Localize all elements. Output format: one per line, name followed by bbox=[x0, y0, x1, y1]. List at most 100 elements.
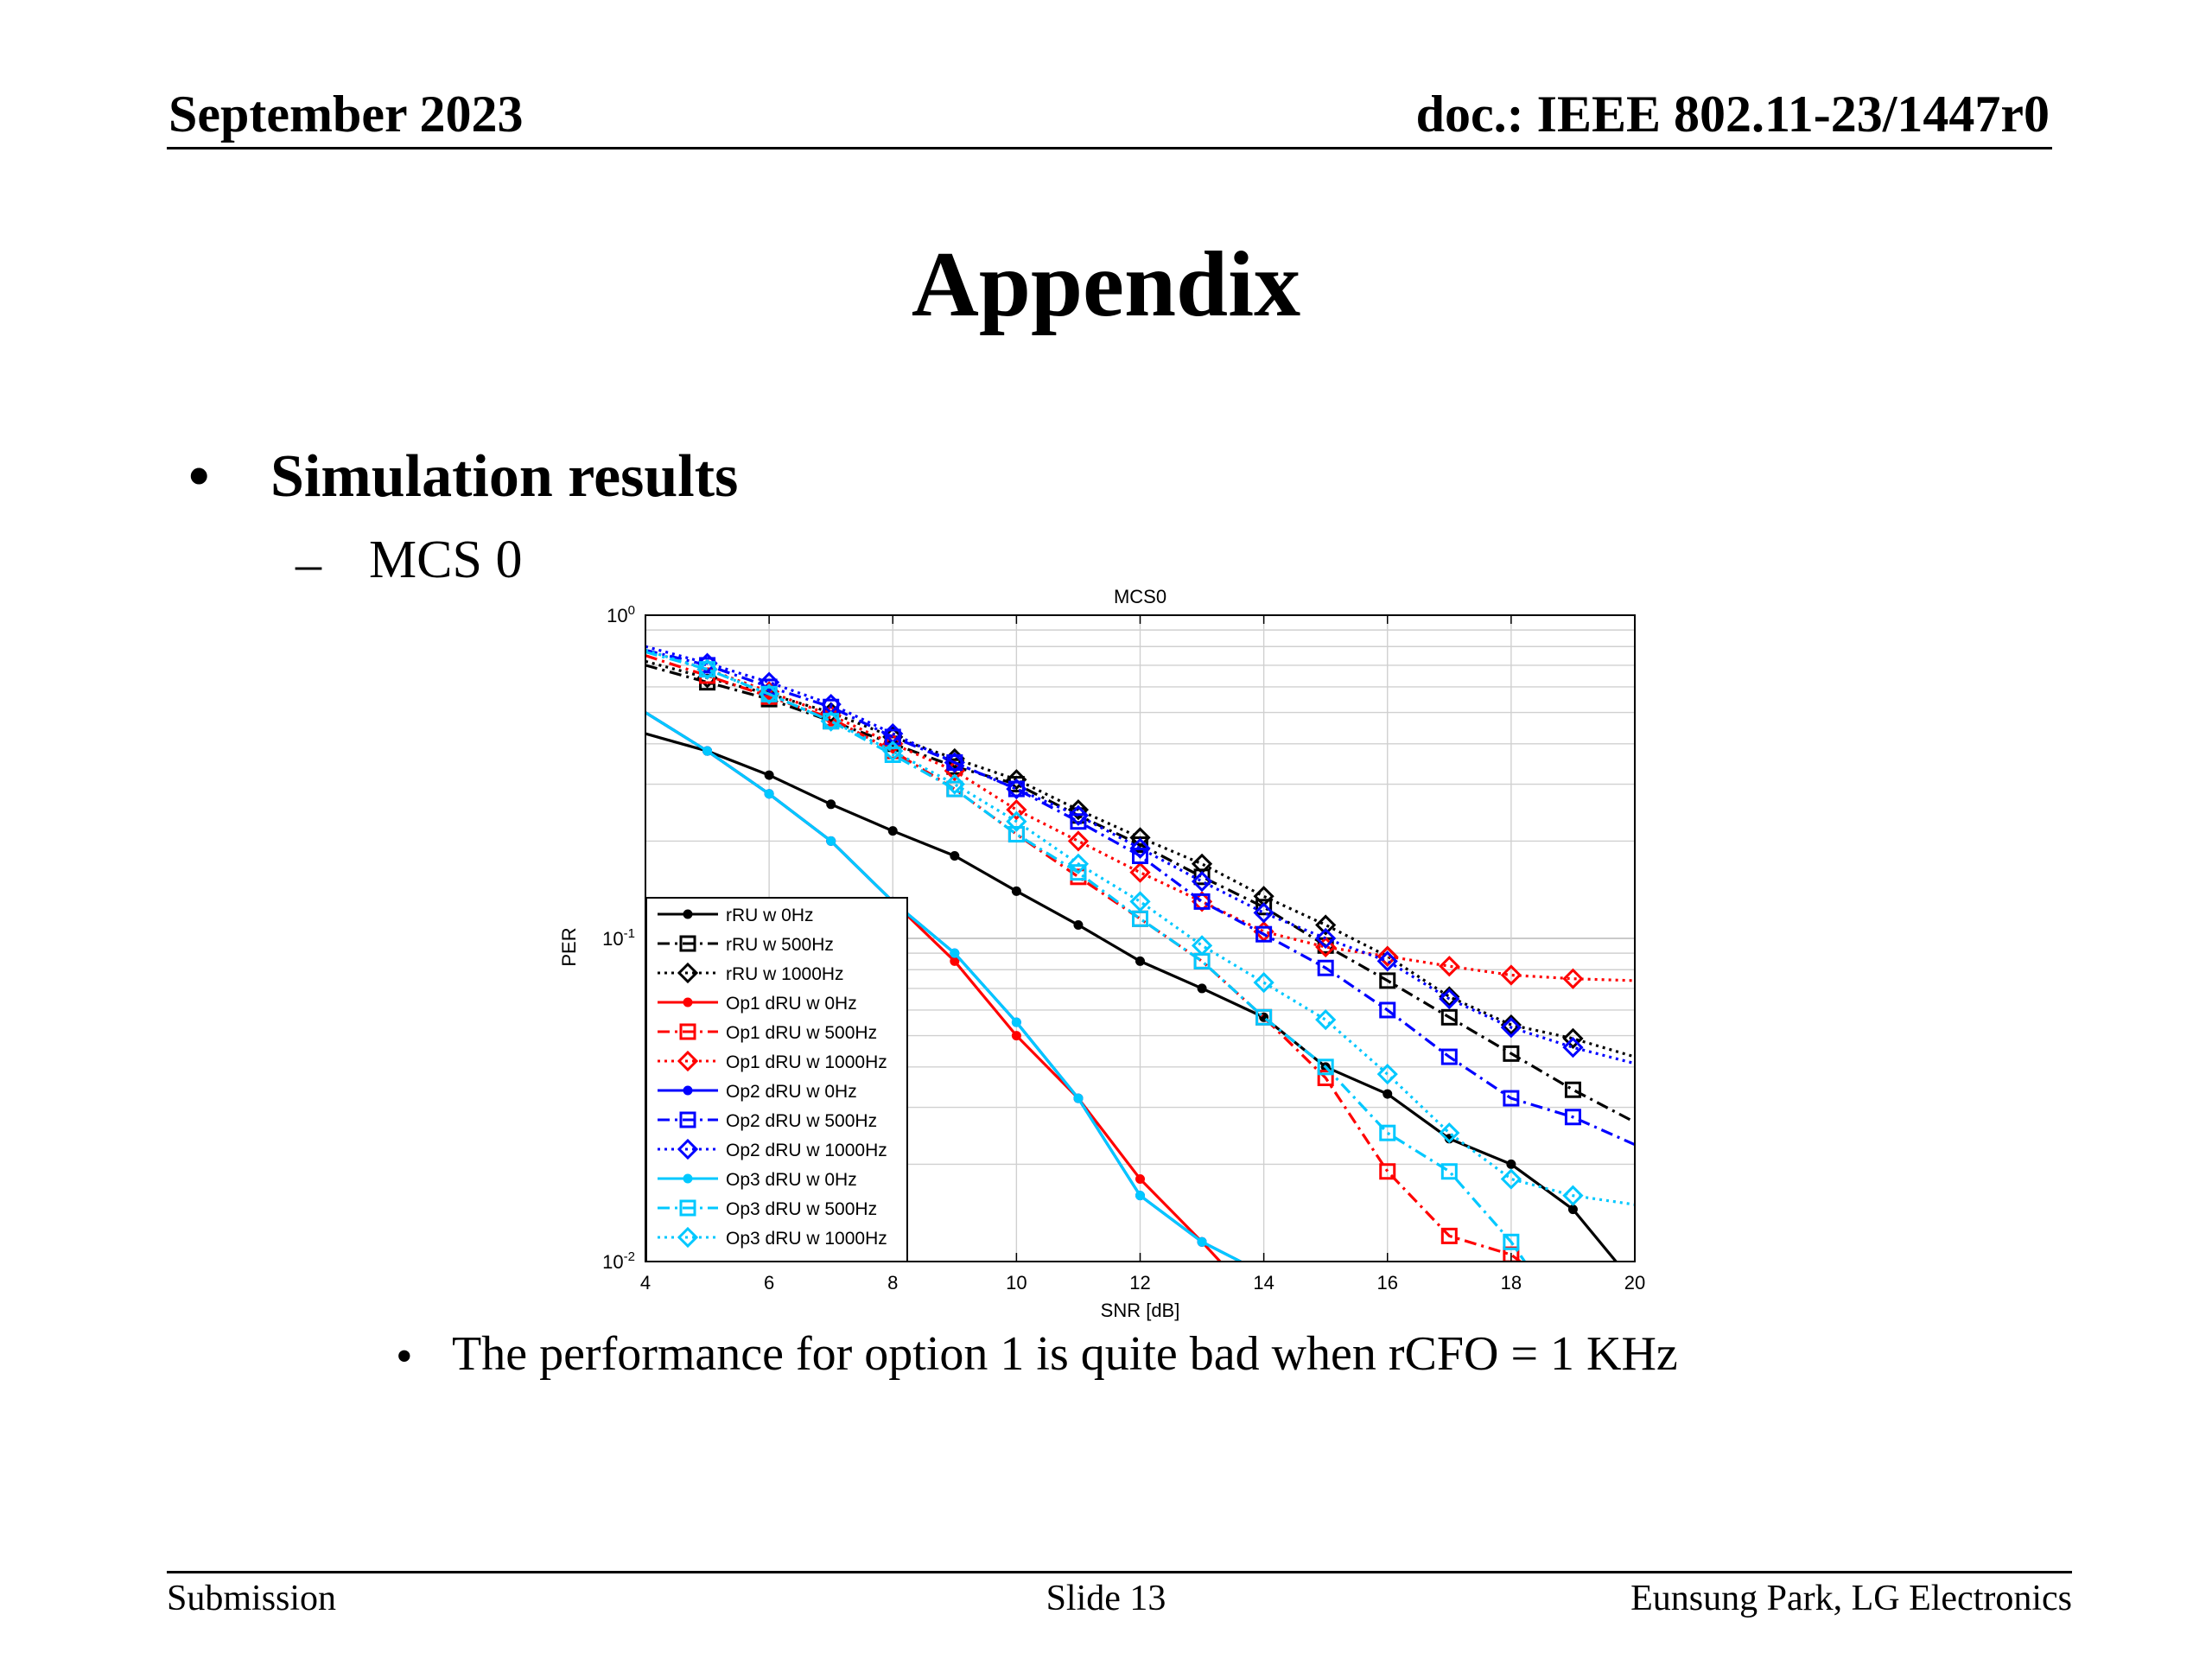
legend-label: Op3 dRU w 1000Hz bbox=[726, 1229, 887, 1249]
data-point bbox=[1193, 893, 1211, 910]
data-point bbox=[1439, 956, 1460, 977]
legend-item: Op1 dRU w 500Hz bbox=[658, 1023, 877, 1043]
data-point bbox=[1567, 1205, 1578, 1215]
data-point bbox=[1564, 1109, 1581, 1126]
data-point bbox=[1135, 956, 1145, 966]
data-point bbox=[1315, 927, 1337, 950]
legend: rRU w 0Hz rRU w 500Hz rRU w 1000Hz Op1 dRU … bbox=[645, 897, 908, 1262]
data-point bbox=[677, 1226, 699, 1249]
data-point bbox=[1135, 1174, 1145, 1185]
data-point bbox=[683, 1085, 693, 1096]
x-tick-label: 16 bbox=[1377, 1272, 1398, 1294]
data-point bbox=[1506, 1159, 1516, 1169]
data-point bbox=[1503, 1045, 1520, 1062]
footer-slide-number: Slide 13 bbox=[1046, 1579, 1166, 1618]
x-tick-label: 18 bbox=[1501, 1272, 1522, 1294]
data-point bbox=[1006, 810, 1027, 832]
data-point bbox=[677, 1050, 699, 1072]
data-point bbox=[764, 770, 774, 780]
x-tick-label: 12 bbox=[1129, 1272, 1150, 1294]
data-point bbox=[1500, 1014, 1522, 1036]
legend-item: Op2 dRU w 0Hz bbox=[658, 1082, 857, 1102]
y-axis-label: PER bbox=[558, 927, 580, 966]
data-point bbox=[1006, 778, 1027, 800]
data-point bbox=[1255, 1008, 1273, 1026]
header-doc-id: doc.: IEEE 802.11-23/1447r0 bbox=[1415, 86, 2050, 143]
bullet-simulation-results: Simulation results bbox=[270, 443, 739, 510]
series-12 bbox=[645, 648, 1635, 1206]
y-tick-label: 10-2 bbox=[602, 1249, 635, 1273]
data-point bbox=[1255, 925, 1273, 943]
x-tick-label: 4 bbox=[640, 1272, 651, 1294]
data-point bbox=[1440, 1163, 1458, 1180]
data-point bbox=[1197, 1236, 1207, 1247]
data-point bbox=[1500, 964, 1522, 986]
legend-item: Op3 dRU w 1000Hz bbox=[658, 1226, 887, 1249]
data-point bbox=[1379, 972, 1396, 989]
legend-label: Op3 dRU w 500Hz bbox=[726, 1199, 877, 1219]
data-point bbox=[1500, 1168, 1522, 1190]
x-tick-label: 8 bbox=[887, 1272, 898, 1294]
data-point bbox=[683, 909, 693, 919]
legend-item: Op3 dRU w 0Hz bbox=[658, 1170, 857, 1190]
data-point bbox=[1135, 1191, 1145, 1201]
data-point bbox=[1007, 825, 1025, 842]
data-point bbox=[1067, 830, 1090, 852]
legend-label: Op2 dRU w 500Hz bbox=[726, 1111, 877, 1131]
data-point bbox=[1376, 1064, 1398, 1085]
legend-item: rRU w 0Hz bbox=[658, 906, 814, 925]
data-point bbox=[1440, 1008, 1458, 1026]
data-point bbox=[696, 652, 718, 674]
data-point bbox=[759, 671, 780, 693]
data-point bbox=[683, 1173, 693, 1184]
data-point bbox=[826, 836, 836, 846]
data-point bbox=[677, 962, 699, 984]
data-point bbox=[1011, 886, 1021, 896]
legend-item: Op1 dRU w 1000Hz bbox=[658, 1050, 887, 1072]
legend-label: rRU w 0Hz bbox=[726, 906, 814, 925]
data-point bbox=[1379, 1001, 1396, 1019]
data-point bbox=[1564, 1081, 1581, 1098]
x-tick-label: 10 bbox=[1006, 1272, 1027, 1294]
data-point bbox=[887, 826, 898, 836]
data-point bbox=[1376, 950, 1398, 972]
x-axis-label: SNR [dB] bbox=[1101, 1300, 1180, 1321]
data-point bbox=[1006, 769, 1027, 791]
series-line bbox=[645, 650, 1527, 1262]
data-point bbox=[882, 741, 904, 762]
data-point bbox=[1376, 945, 1398, 967]
y-tick-label: 100 bbox=[607, 603, 635, 626]
subbullet-mcs0: MCS 0 bbox=[369, 531, 523, 589]
data-point bbox=[1197, 983, 1207, 994]
x-tick-label: 14 bbox=[1253, 1272, 1274, 1294]
data-point bbox=[1500, 1016, 1522, 1039]
data-point bbox=[1193, 868, 1211, 886]
data-point bbox=[1073, 1093, 1084, 1103]
data-point bbox=[679, 935, 696, 952]
data-point bbox=[950, 948, 960, 958]
series-line bbox=[645, 659, 1635, 1058]
data-point bbox=[1006, 799, 1027, 821]
data-point bbox=[1011, 1017, 1021, 1027]
data-point bbox=[1129, 827, 1151, 849]
data-point bbox=[1317, 1058, 1334, 1076]
data-point bbox=[1255, 899, 1273, 916]
data-point bbox=[1382, 1089, 1393, 1099]
data-point bbox=[1253, 902, 1274, 924]
data-point bbox=[1073, 920, 1084, 931]
data-point bbox=[1132, 848, 1148, 865]
data-point bbox=[1315, 936, 1337, 958]
legend-label: Op1 dRU w 0Hz bbox=[726, 994, 857, 1014]
data-point bbox=[702, 746, 713, 756]
series-line bbox=[645, 654, 1522, 1262]
data-point bbox=[1129, 837, 1151, 859]
legend-item: Op3 dRU w 500Hz bbox=[658, 1199, 877, 1219]
series-group bbox=[645, 645, 1635, 1262]
data-point bbox=[944, 773, 965, 795]
data-point bbox=[1440, 1048, 1458, 1065]
footer-submission: Submission bbox=[167, 1579, 337, 1618]
x-tick-label: 6 bbox=[764, 1272, 774, 1294]
data-point bbox=[679, 1111, 696, 1128]
series-9 bbox=[645, 645, 1635, 1065]
